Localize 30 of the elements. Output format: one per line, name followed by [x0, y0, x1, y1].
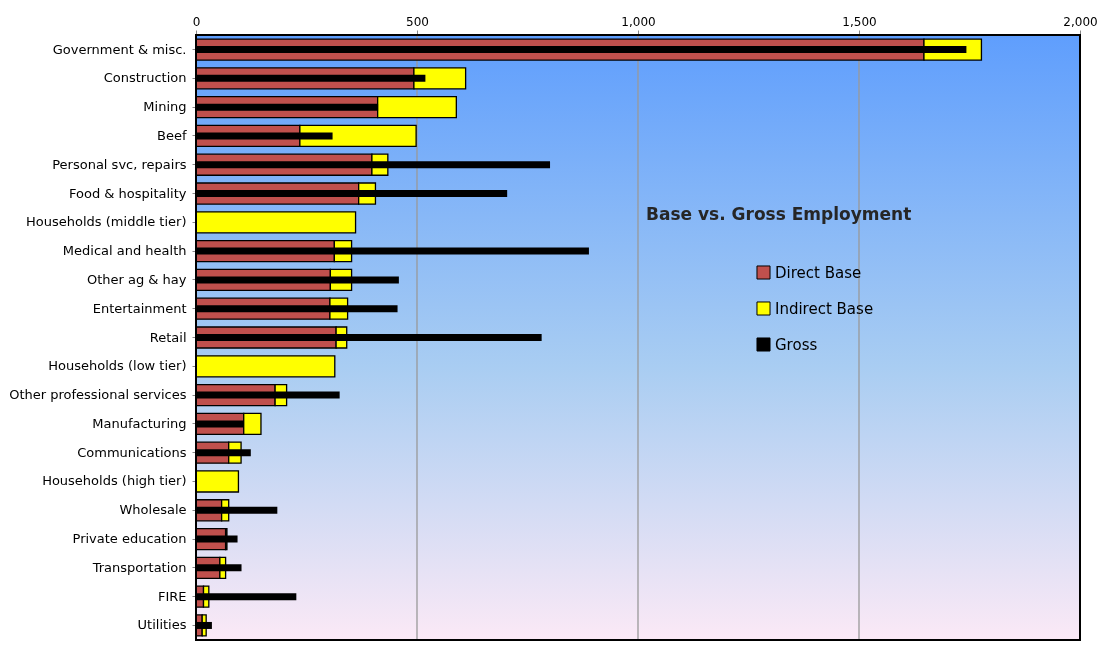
y-tick-label: Personal svc, repairs: [52, 156, 187, 172]
legend-label: Gross: [775, 335, 818, 354]
y-tick-label: Medical and health: [62, 243, 187, 259]
x-tick-label: 500: [406, 14, 429, 29]
y-tick-label: Households (high tier): [42, 473, 187, 489]
y-tick-label: Retail: [149, 329, 187, 345]
legend-label: Indirect Base: [775, 299, 874, 318]
y-tick-label: Entertainment: [92, 300, 187, 316]
y-tick-label: Government & misc.: [52, 41, 187, 57]
x-tick-label: 1,500: [842, 14, 877, 29]
legend-label: Direct Base: [775, 263, 862, 282]
y-tick-label: Households (middle tier): [26, 214, 187, 230]
y-tick-label: FIRE: [157, 588, 187, 604]
y-tick-label: Wholesale: [119, 502, 187, 518]
text: Base vs. Gross Employment: [646, 204, 912, 224]
y-tick-label: Food & hospitality: [69, 185, 187, 201]
y-tick-label: Beef: [157, 127, 187, 143]
y-tick-label: Other ag & hay: [86, 271, 187, 287]
y-tick-label: Communications: [77, 444, 187, 460]
y-tick-label: Private education: [72, 531, 187, 547]
y-tick-label: Mining: [143, 99, 187, 115]
y-tick-label: Manufacturing: [92, 415, 187, 431]
y-tick-label: Households (low tier): [48, 358, 187, 374]
y-tick-label: Utilities: [137, 617, 187, 633]
x-tick-label: 0: [192, 14, 201, 29]
x-tick-label: 1,000: [621, 14, 656, 29]
y-tick-label: Construction: [103, 70, 187, 86]
y-tick-label: Transportation: [91, 559, 187, 575]
y-tick-label: Other professional services: [9, 387, 187, 403]
x-tick-label: 2,000: [1063, 14, 1098, 29]
